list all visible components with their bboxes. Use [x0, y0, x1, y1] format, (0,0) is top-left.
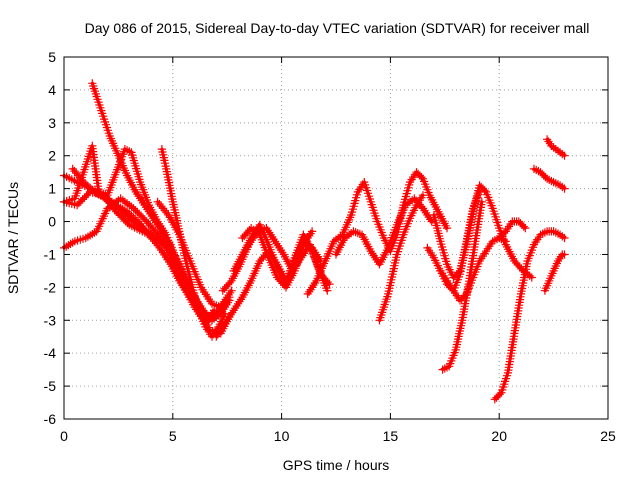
data-point [414, 169, 423, 178]
data-point [492, 393, 501, 402]
y-tick-label: -5 [44, 378, 57, 394]
axes [63, 56, 609, 420]
data-point [227, 286, 236, 295]
y-axis-title: SDTVAR / TECUs [5, 182, 21, 294]
data-point [527, 273, 536, 282]
plot-frame [63, 56, 609, 420]
x-tick-label: 20 [491, 428, 507, 444]
y-tick-label: 2 [48, 148, 56, 164]
data-point [495, 233, 504, 243]
data-point [517, 220, 527, 229]
data-point [560, 151, 569, 160]
y-tick-label: 4 [48, 82, 56, 98]
series-arc-8 [153, 197, 234, 312]
data-point [538, 169, 547, 178]
data-point [478, 184, 487, 193]
data-point [415, 171, 424, 180]
data-point [501, 237, 510, 246]
data-point [225, 293, 234, 302]
data-point [490, 395, 499, 404]
series-arc-15 [375, 191, 428, 325]
data-point [560, 233, 569, 243]
data-point [516, 219, 525, 228]
y-tick-label: 0 [48, 214, 56, 230]
data-point [494, 391, 503, 401]
x-tick-label: 5 [169, 428, 177, 444]
data-point [560, 184, 569, 193]
data-point [475, 181, 484, 190]
data-point [325, 280, 334, 289]
y-tick-label: 1 [48, 181, 56, 197]
data-point [477, 197, 486, 206]
data-point [539, 171, 548, 180]
series-arc-20 [490, 227, 569, 404]
series-arc-22 [543, 135, 569, 160]
data-point [220, 309, 230, 318]
data-point [442, 280, 452, 289]
data-point [496, 232, 505, 241]
data-point [560, 250, 569, 259]
series-arc-23 [540, 250, 569, 295]
data-point [536, 168, 545, 177]
data-point [417, 173, 426, 182]
y-tick-label: 3 [48, 115, 56, 131]
data-point [412, 168, 421, 177]
x-tick-label: 0 [60, 428, 68, 444]
series-arc-18 [423, 187, 484, 295]
series-arc-24 [495, 217, 530, 243]
y-tick-label: -1 [44, 246, 57, 262]
y-tick-label: -6 [44, 411, 57, 427]
y-tick-label: -2 [44, 279, 57, 295]
x-tick-label: 10 [274, 428, 290, 444]
y-tick-label: -3 [44, 312, 57, 328]
series-arc-12 [238, 224, 317, 292]
data-point [418, 191, 428, 200]
data-series [59, 79, 569, 404]
x-axis-title: GPS time / hours [283, 457, 390, 473]
data-point [514, 217, 523, 226]
data-point [500, 229, 509, 238]
y-tick-label: 5 [48, 49, 56, 65]
series-arc-6 [88, 79, 234, 325]
data-point [308, 227, 317, 236]
series-arc-21 [529, 164, 569, 193]
data-point [475, 187, 484, 196]
data-point [498, 230, 507, 239]
series-arc-19 [438, 197, 486, 374]
data-point [521, 224, 530, 233]
data-point [444, 281, 453, 290]
data-point [323, 286, 332, 295]
data-point [477, 182, 486, 192]
x-tick-label: 25 [600, 428, 616, 444]
y-tick-label: -4 [44, 345, 57, 361]
data-point [480, 186, 489, 195]
x-tick-label: 15 [383, 428, 399, 444]
data-point [442, 224, 452, 233]
data-point [495, 390, 504, 399]
chart-title: Day 086 of 2015, Sidereal Day-to-day VTE… [85, 20, 590, 36]
data-point [519, 222, 528, 231]
